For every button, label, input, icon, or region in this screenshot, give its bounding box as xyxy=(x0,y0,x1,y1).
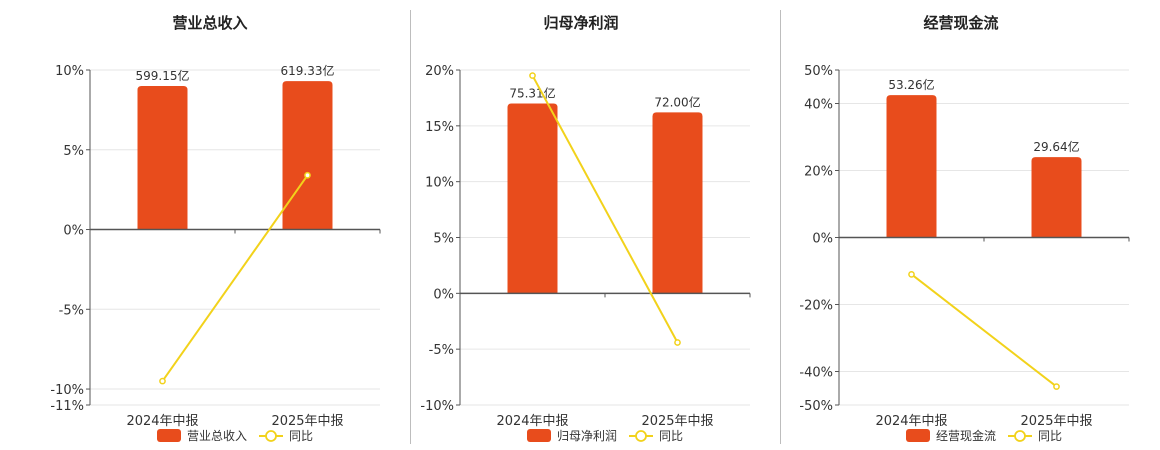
yoy-line xyxy=(161,174,309,382)
x-tick-label: 2025年中报 xyxy=(1020,414,1092,429)
y-tick-label: 5% xyxy=(63,144,84,159)
x-tick-label: 2025年中报 xyxy=(641,414,713,429)
legend-line-label: 同比 xyxy=(289,429,313,443)
y-tick-label: 10% xyxy=(55,64,84,79)
y-tick-label: -11% xyxy=(50,399,84,414)
x-tick-label: 2024年中报 xyxy=(875,414,947,429)
legend-line-marker xyxy=(265,430,277,442)
legend-bar-swatch xyxy=(157,429,181,442)
revenue-chart: 营业总收入 10% 5% 0% -5% -10%-11% 599.15亿 619.33亿 202… xyxy=(50,14,381,443)
bar xyxy=(282,81,333,230)
y-tick-label: -50% xyxy=(799,399,833,414)
y-tick-label: 15% xyxy=(425,120,454,135)
y-tick-label: 10% xyxy=(425,176,454,191)
legend-bar-swatch xyxy=(906,429,930,442)
chart-panel-revenue: 营业总收入 10% 5% 0% -5% -10% -11% 599.15亿 619.33亿 202… xyxy=(0,0,410,450)
legend-line-label: 同比 xyxy=(659,429,683,443)
bar xyxy=(507,103,558,294)
yoy-line xyxy=(531,75,679,343)
chart-title: 经营现金流 xyxy=(923,14,998,32)
y-tick-label: 5% xyxy=(433,232,454,247)
y-tick-label: 20% xyxy=(425,64,454,79)
y-tick-label: 50% xyxy=(804,64,833,79)
yoy-point xyxy=(908,271,915,278)
x-tick-label: 2024年中报 xyxy=(496,414,568,429)
cash-flow-chart: 经营现金流 50% 40% 20% 0% -20% -40% -50% 53.26亿 29.64亿… xyxy=(799,14,1130,443)
chart-title: 营业总收入 xyxy=(172,14,247,32)
bar xyxy=(652,112,703,294)
panel-divider xyxy=(780,10,781,444)
bar-data-label: 53.26亿 xyxy=(888,77,934,92)
bar-data-label: 599.15亿 xyxy=(136,68,190,83)
bar-data-label: 619.33亿 xyxy=(281,63,335,78)
bar-data-label: 75.31亿 xyxy=(509,86,555,101)
legend-line-label: 同比 xyxy=(1038,429,1062,443)
y-tick-label: -10% xyxy=(50,383,84,398)
x-tick-label: 2025年中报 xyxy=(271,414,343,429)
bar xyxy=(137,85,188,230)
y-tick-label: -40% xyxy=(799,366,833,381)
y-tick-label: 0% xyxy=(812,232,833,247)
bar xyxy=(1031,157,1082,238)
y-tick-label: -20% xyxy=(799,299,833,314)
panel-divider xyxy=(410,10,411,444)
y-tick-label: -10% xyxy=(420,399,454,414)
chart-title: 归母净利润 xyxy=(543,14,618,32)
y-tick-label: -5% xyxy=(429,343,454,358)
chart-panel-net-profit: 归母净利润 20% 15% 10% 5% 0% -5% -10% 75.31亿 72.00亿 202… xyxy=(411,0,781,450)
legend-line-marker xyxy=(1014,430,1026,442)
chart-panel-cash-flow: 经营现金流 50% 40% 20% 0% -20% -40% -50% 53.26亿 29.64亿… xyxy=(781,0,1160,450)
legend-bar-swatch xyxy=(527,429,551,442)
yoy-point xyxy=(1053,383,1060,390)
y-tick-label: 40% xyxy=(804,98,833,113)
yoy-line xyxy=(910,273,1058,388)
bar-data-label: 72.00亿 xyxy=(654,94,700,109)
x-tick-label: 2024年中报 xyxy=(126,414,198,429)
y-tick-label: 20% xyxy=(804,165,833,180)
bar xyxy=(886,95,937,238)
yoy-point xyxy=(304,171,311,179)
y-tick-label: 0% xyxy=(433,287,454,302)
bar-data-label: 29.64亿 xyxy=(1033,139,1079,154)
legend-bar-label: 归母净利润 xyxy=(557,429,617,443)
y-tick-label: 0% xyxy=(63,224,84,239)
y-tick-label: -5% xyxy=(59,303,84,318)
yoy-point xyxy=(674,339,681,346)
legend-bar-label: 营业总收入 xyxy=(187,429,247,443)
yoy-point xyxy=(529,72,536,79)
yoy-point xyxy=(159,377,166,385)
legend-bar-label: 经营现金流 xyxy=(936,428,996,443)
legend-line-marker xyxy=(635,430,647,442)
net-profit-chart: 归母净利润 20% 15% 10% 5% 0% -5% -10% 75.31亿 72.00亿 202… xyxy=(420,14,751,443)
